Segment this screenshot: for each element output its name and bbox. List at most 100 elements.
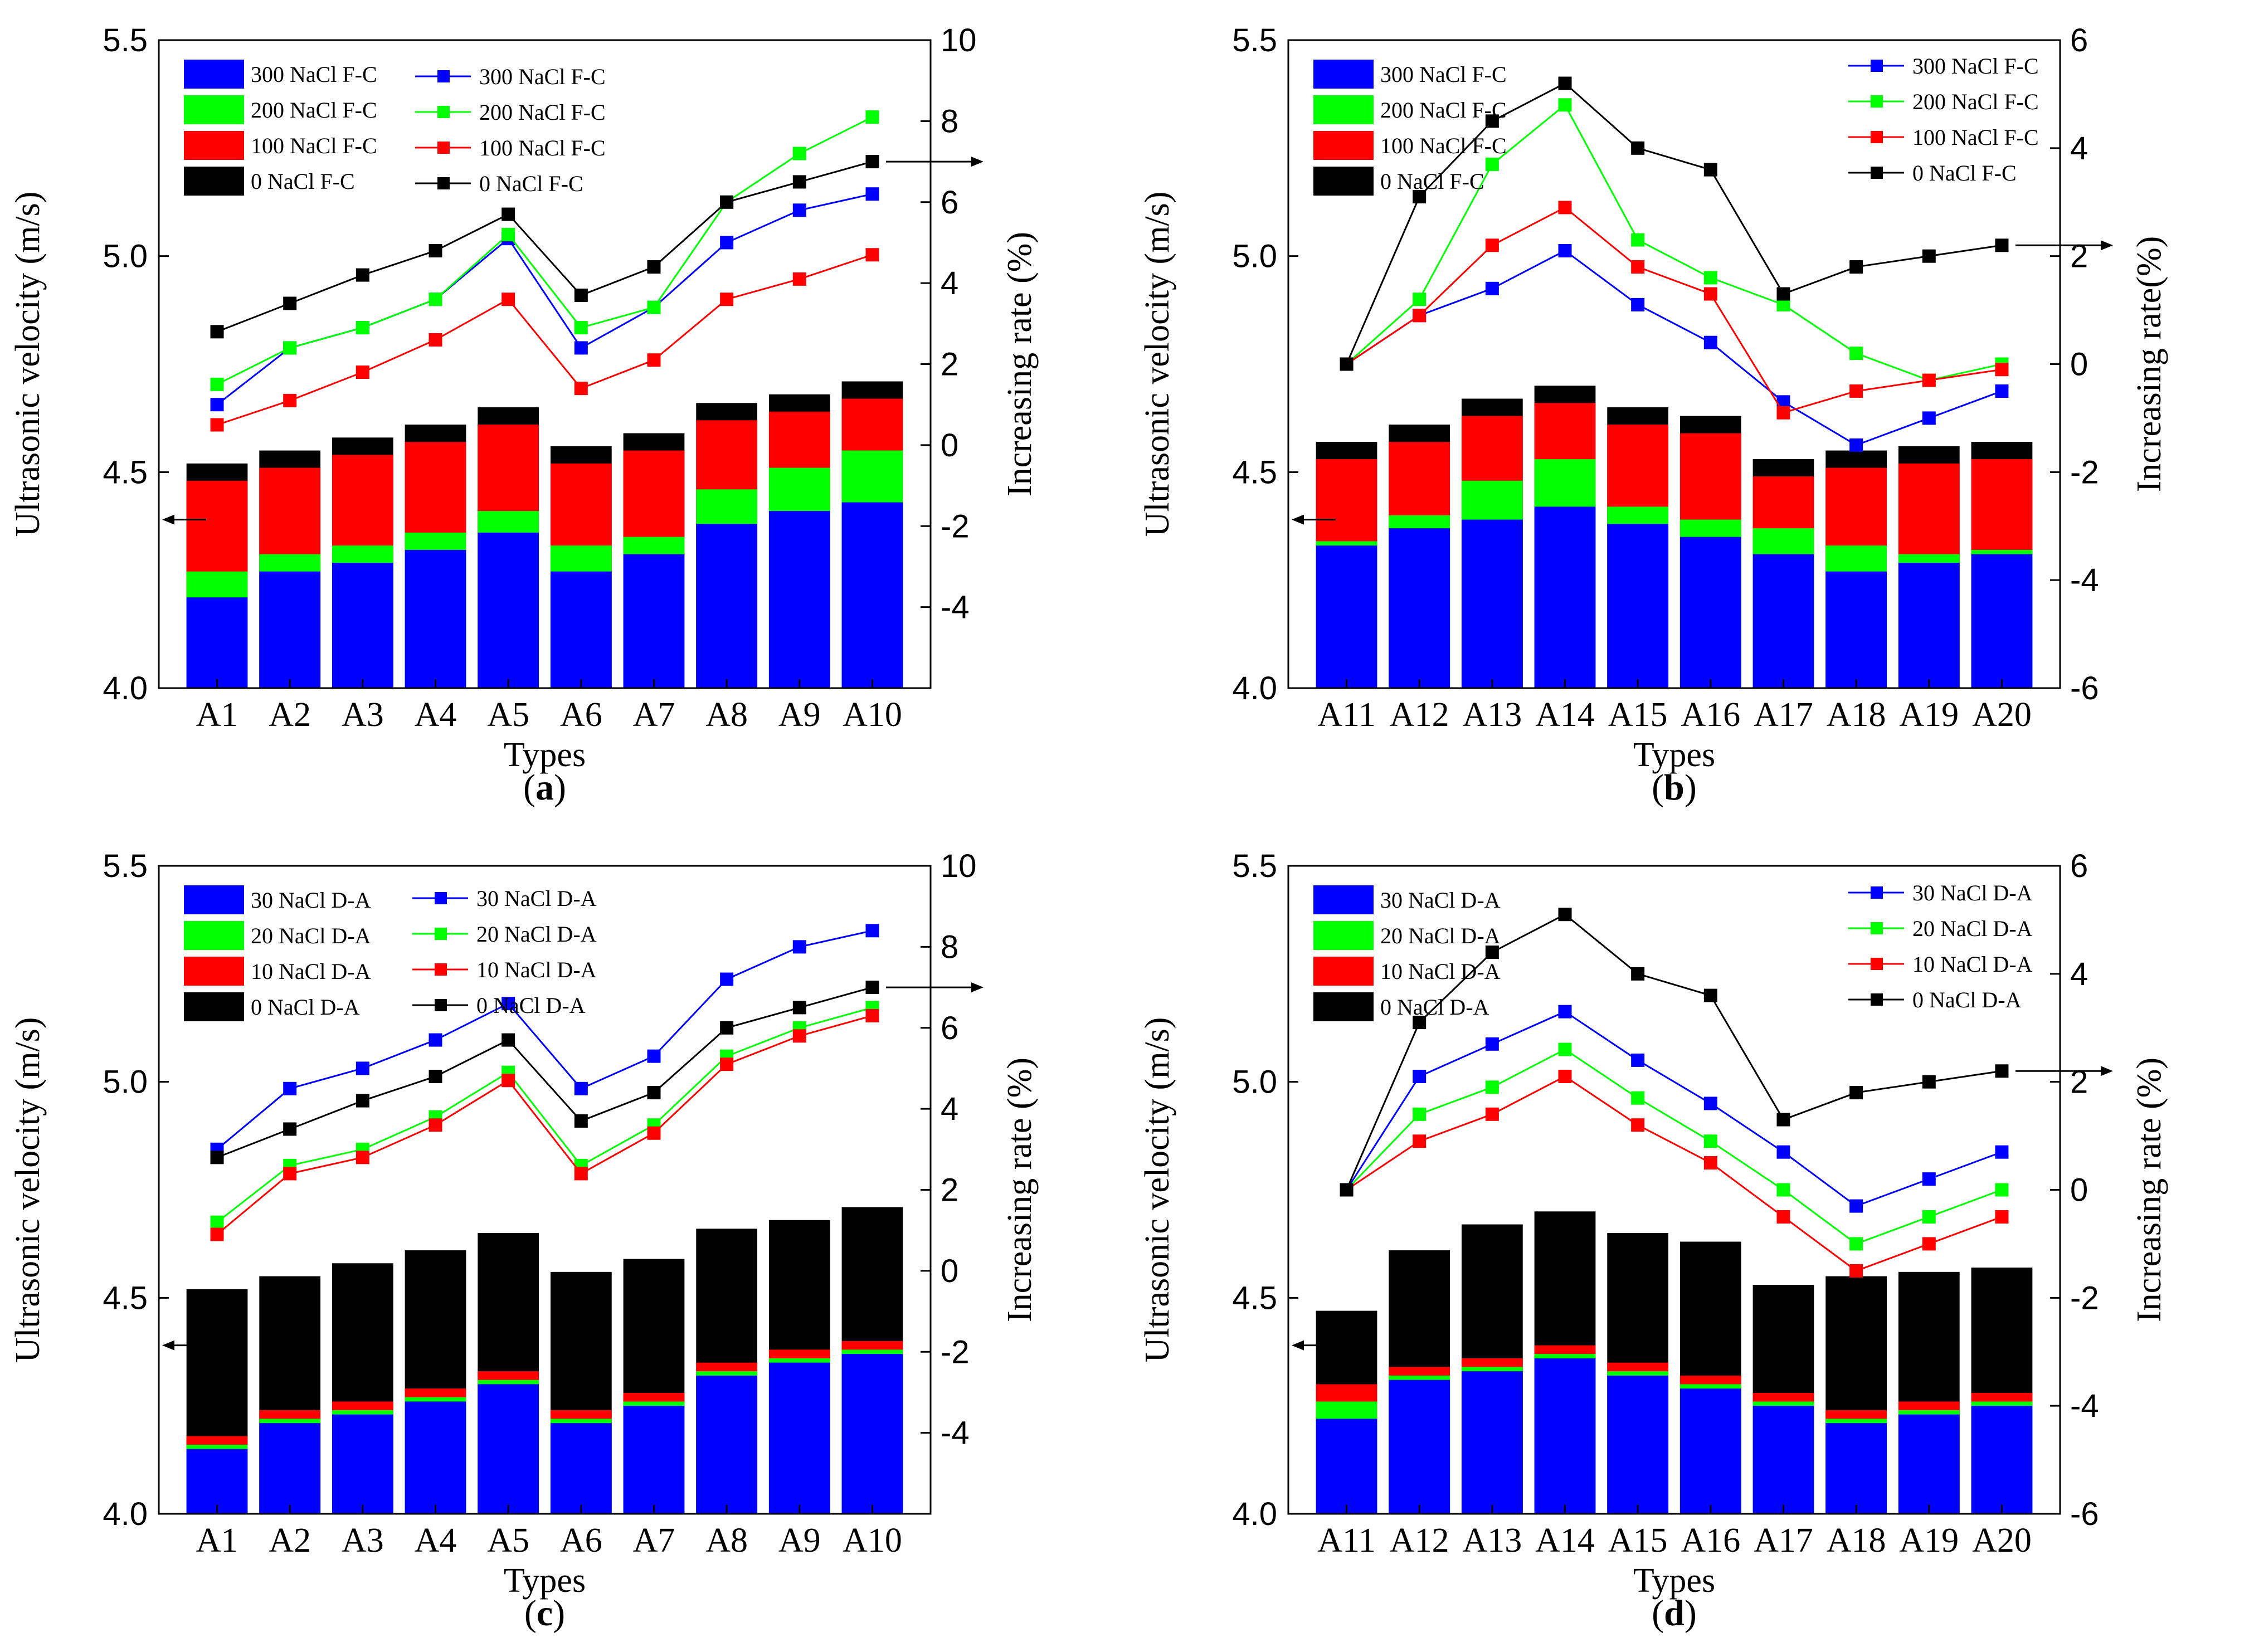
y2-tick-label: 0 bbox=[941, 427, 958, 464]
legend-marker-green bbox=[1871, 922, 1883, 934]
marker-green-A20 bbox=[1995, 1183, 2009, 1197]
legend-label: 30 NaCl D-A bbox=[1380, 888, 1501, 913]
x-tick-label: A20 bbox=[1972, 696, 2032, 734]
x-tick-label: A3 bbox=[342, 696, 384, 734]
bar-blue-A19 bbox=[1898, 563, 1960, 688]
legend-label: 0 NaCl D-A bbox=[251, 995, 360, 1020]
legend-label: 30 NaCl D-A bbox=[476, 886, 597, 911]
marker-red-A4 bbox=[429, 333, 442, 347]
legend-label: 30 NaCl D-A bbox=[251, 888, 371, 913]
y-axis-label: Ultrasonic velocity (m/s) bbox=[1138, 192, 1176, 537]
marker-black-A10 bbox=[865, 155, 879, 169]
bar-blue-A15 bbox=[1607, 524, 1669, 688]
bar-blue-A7 bbox=[623, 554, 685, 688]
marker-red-A17 bbox=[1776, 1210, 1790, 1224]
y-tick-label: 4.0 bbox=[1232, 670, 1277, 706]
bar-blue-A10 bbox=[841, 1354, 903, 1514]
y-tick-label: 4.5 bbox=[1232, 1280, 1277, 1316]
bar-layer bbox=[186, 1207, 903, 1514]
bar-blue-A17 bbox=[1752, 554, 1814, 688]
line-layer bbox=[1340, 908, 2009, 1278]
legend-label: 20 NaCl D-A bbox=[251, 923, 371, 948]
marker-green-A13 bbox=[1485, 1080, 1499, 1094]
y-tick-label: 4.0 bbox=[103, 1496, 148, 1532]
chart-panel-a: 4.0 4.5 5.0 5.5 -4 -2 0 2 4 6 8 10 A1 A2 A3 A4 A5 A6 A7 A8 A… bbox=[0, 0, 1130, 826]
x-tick-label: A3 bbox=[342, 1522, 384, 1560]
x-tick-label: A6 bbox=[560, 696, 602, 734]
marker-black-A1 bbox=[210, 325, 224, 339]
x-tick-label: A16 bbox=[1681, 696, 1740, 734]
marker-black-A13 bbox=[1485, 114, 1499, 128]
marker-green-A12 bbox=[1413, 293, 1427, 306]
x-axis-label: Types bbox=[1633, 1562, 1715, 1600]
y2-tick-label: 6 bbox=[941, 1010, 958, 1046]
marker-blue-A14 bbox=[1558, 1005, 1572, 1019]
y-tick-label: 4.5 bbox=[103, 454, 148, 490]
bar-blue-A8 bbox=[696, 524, 758, 688]
legend-label: 0 NaCl F-C bbox=[251, 169, 355, 194]
series-line-black bbox=[216, 986, 873, 1158]
panel-caption-letter: a bbox=[535, 767, 554, 808]
legend-label: 300 NaCl F-C bbox=[1912, 53, 2039, 79]
right-arrowhead bbox=[971, 982, 984, 993]
marker-blue-A6 bbox=[574, 341, 588, 355]
y-tick-label: 5.5 bbox=[1232, 848, 1277, 884]
bar-blue-A18 bbox=[1825, 1423, 1887, 1514]
legend-label: 0 NaCl F-C bbox=[1912, 160, 2017, 186]
marker-green-A5 bbox=[502, 227, 515, 241]
marker-blue-A7 bbox=[647, 1049, 661, 1063]
x-tick-label: A12 bbox=[1390, 1522, 1449, 1560]
x-tick-label: A19 bbox=[1899, 1522, 1959, 1560]
y2-tick-label: 2 bbox=[941, 1172, 958, 1208]
y2-tick-label: 8 bbox=[941, 103, 958, 139]
legend-label: 10 NaCl D-A bbox=[1380, 959, 1501, 984]
y2-tick-label: 8 bbox=[941, 929, 958, 965]
marker-red-A10 bbox=[865, 1008, 879, 1022]
marker-blue-A13 bbox=[1485, 1037, 1499, 1051]
marker-red-A13 bbox=[1485, 1107, 1499, 1121]
x-tick-label: A20 bbox=[1972, 1522, 2032, 1560]
x-axis-label: Types bbox=[1633, 736, 1715, 774]
legend-label: 200 NaCl F-C bbox=[1912, 89, 2039, 114]
y-tick-label: 5.0 bbox=[1232, 238, 1277, 275]
marker-red-A3 bbox=[356, 1151, 369, 1164]
x-tick-label: A13 bbox=[1462, 696, 1522, 734]
marker-green-A2 bbox=[283, 341, 297, 355]
y2-tick-label: -6 bbox=[2070, 1496, 2099, 1532]
y-tick-label: 5.5 bbox=[103, 848, 148, 884]
legend-label: 200 NaCl F-C bbox=[479, 100, 606, 125]
series-line-green bbox=[1346, 103, 2002, 382]
legend-label: 20 NaCl D-A bbox=[1912, 916, 2033, 941]
marker-red-A4 bbox=[429, 1118, 442, 1132]
y-tick-label: 4.0 bbox=[103, 670, 148, 706]
x-tick-label: A1 bbox=[196, 696, 238, 734]
x-tick-label: A8 bbox=[705, 1522, 748, 1560]
y2-tick-label: 10 bbox=[941, 22, 977, 59]
bar-blue-A4 bbox=[405, 1401, 466, 1514]
left-arrowhead bbox=[162, 1340, 174, 1351]
x-tick-label: A2 bbox=[269, 696, 311, 734]
marker-red-A10 bbox=[865, 248, 879, 262]
marker-blue-A16 bbox=[1703, 1097, 1717, 1110]
marker-green-A19 bbox=[1922, 1210, 1936, 1224]
x-tick-label: A17 bbox=[1754, 696, 1813, 734]
x-tick-label: A12 bbox=[1390, 696, 1449, 734]
marker-red-A8 bbox=[720, 1058, 734, 1071]
legend-label: 0 NaCl D-A bbox=[1912, 987, 2022, 1012]
legend-swatch-green bbox=[184, 95, 244, 124]
marker-red-A15 bbox=[1631, 260, 1645, 274]
marker-black-A19 bbox=[1922, 1075, 1936, 1089]
x-tick-label: A2 bbox=[269, 1522, 311, 1560]
marker-red-A9 bbox=[792, 272, 806, 286]
left-arrowhead bbox=[1292, 1340, 1304, 1351]
y2-tick-label: -4 bbox=[941, 589, 970, 626]
y2-tick-label: 2 bbox=[941, 347, 958, 383]
marker-black-A17 bbox=[1776, 287, 1790, 301]
legend-label: 100 NaCl F-C bbox=[251, 133, 377, 158]
marker-black-A7 bbox=[647, 1086, 661, 1100]
legend-marker-green bbox=[435, 928, 447, 940]
legend-label: 300 NaCl F-C bbox=[1380, 62, 1507, 87]
marker-black-A18 bbox=[1849, 1086, 1863, 1100]
marker-black-A10 bbox=[865, 981, 879, 995]
marker-black-A5 bbox=[502, 1033, 515, 1047]
